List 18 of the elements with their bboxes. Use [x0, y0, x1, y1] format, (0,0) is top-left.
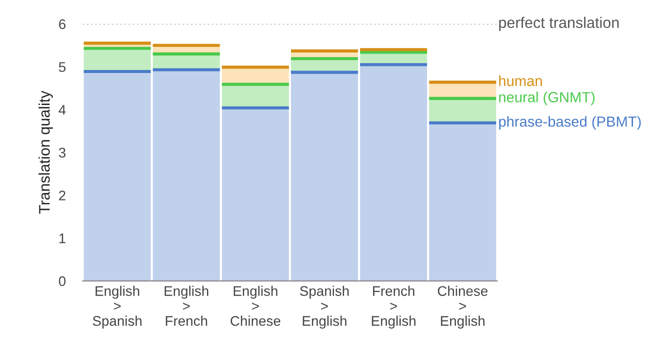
x-tick-label: Chinese > English [438, 286, 488, 329]
y-tick-label: 3 [58, 148, 66, 158]
series-label: human [499, 75, 542, 86]
x-tick-label: French > English [372, 286, 416, 329]
x-tick-label: English > Chinese [230, 286, 280, 326]
y-axis-title: Translation quality [38, 90, 53, 214]
y-tick-label: 1 [59, 234, 66, 244]
ref-line-label: perfect translation [499, 16, 619, 32]
y-tick-label: 0 [58, 276, 66, 286]
series-label: neural (GNMT) [499, 92, 595, 106]
y-tick-label: 4 [58, 105, 66, 115]
y-tick-label: 2 [59, 190, 66, 200]
y-tick-label: 6 [59, 19, 66, 30]
x-tick-label: Spanish > English [300, 286, 349, 329]
y-tick-label: 5 [58, 62, 66, 72]
x-tick-label: English > French [164, 286, 208, 326]
series-label: phrase-based (PBMT) [499, 116, 641, 130]
x-tick-label: English > Spanish [92, 286, 142, 329]
